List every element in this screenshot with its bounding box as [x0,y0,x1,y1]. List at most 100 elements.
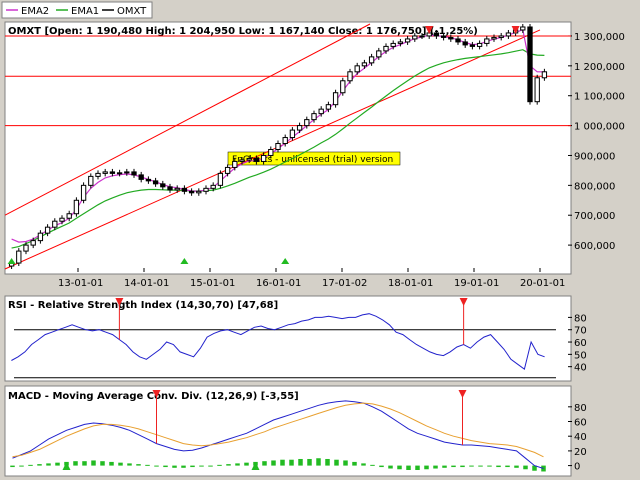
price-y-tick-label: 1 100,000 [574,92,625,103]
candle-body [527,26,533,103]
candle-body [318,108,324,115]
candle-body [455,38,461,43]
candle-body [102,171,108,174]
macd-histogram-bar [271,460,276,466]
macd-y-tick-label: 20 [574,447,587,458]
candle-body [361,62,368,67]
macd-histogram-bar [370,464,375,466]
rsi-line [11,313,545,370]
macd-histogram-bar [451,465,456,468]
macd-histogram-bar [289,459,294,466]
macd-histogram-bar [397,465,402,470]
macd-histogram-bar [496,465,501,468]
macd-y-tick-label: 40 [574,432,587,443]
candle-body [88,175,94,186]
rsi-sell-marker [115,298,124,306]
candle-body [534,77,540,103]
candle-body [44,226,51,234]
candle-body [332,92,339,106]
candle-body [268,148,274,156]
macd-panel [4,385,572,477]
macd-histogram-bar [127,463,132,466]
price-x-tick-label: 14-01-01 [124,278,169,289]
candle-body [217,172,224,186]
macd-histogram-bar [163,465,168,468]
macd-buy-marker [62,462,71,470]
price-y-tick-label: 1 000,000 [574,122,625,133]
price-x-tick-label: 17-01-02 [322,278,367,289]
price-panel [4,21,572,275]
macd-histogram-bar [325,458,330,466]
macd-histogram-bar [334,459,339,466]
candle-body [368,56,375,64]
macd-histogram-bar [523,465,528,470]
price-x-tick-label: 20-01-01 [520,278,565,289]
price-x-tick-label: 19-01-01 [454,278,499,289]
macd-sell-marker [152,390,161,398]
macd-histogram-bar [28,464,33,466]
candle-body [196,190,202,194]
macd-line [12,400,544,469]
legend: EMA2 EMA1 OMXT [1,1,153,19]
candle-body [491,36,497,40]
candle-body [347,71,353,82]
legend-ema1-label: EMA1 [71,6,99,17]
buy-arrow-marker [281,258,290,264]
watermark-text: FnCharts - unlicensed (trial) version [232,155,393,165]
candle-body [232,160,238,168]
macd-panel-title: MACD - Moving Average Conv. Div. (12,26,… [8,391,299,402]
candle-body [282,137,288,145]
candle-body [203,187,209,192]
macd-histogram-bar [118,462,123,466]
candle-body [433,32,440,37]
trend-channel-upper [4,23,371,216]
buy-arrow-marker [180,258,189,264]
price-y-tick-label: 900,000 [574,151,615,162]
candle-body [80,184,87,201]
candle-body [181,187,188,192]
macd-y-tick-label: 80 [574,403,587,414]
ema1-line [11,49,545,249]
macd-histogram-bar [541,465,546,472]
price-y-tick-label: 1 200,000 [574,62,625,73]
candle-body [95,172,101,177]
candle-body [296,125,303,131]
price-y-tick-label: 1 300,000 [574,32,625,43]
macd-histogram-bar [514,465,519,468]
candle-body [498,35,504,38]
candle-body [239,159,245,162]
rsi-y-tick-label: 60 [574,338,587,349]
macd-histogram-bar [190,465,195,468]
candle-body [224,166,231,174]
macd-y-tick-label: 0 [574,462,580,473]
macd-histogram-bar [307,458,312,466]
macd-histogram-bar [460,465,465,468]
macd-histogram-bar [154,465,159,467]
sell-arrow-marker [511,26,520,34]
macd-histogram-bar [172,465,177,468]
macd-histogram-bar [100,461,105,466]
candle-body [419,35,425,38]
candle-body [311,113,317,121]
macd-histogram-bar [46,463,51,466]
macd-histogram-bar [226,464,231,466]
sell-arrow-marker [425,26,434,34]
macd-histogram-bar [433,465,438,469]
buy-arrow-marker [7,258,16,264]
candle-body [260,154,267,162]
macd-histogram-bar [442,465,447,468]
candle-body [116,172,123,175]
macd-histogram-bar [343,460,348,466]
candle-body [520,26,526,31]
candle-body [462,41,468,46]
macd-histogram-bar [415,465,420,470]
rsi-y-tick-label: 40 [574,363,587,374]
macd-histogram-bar [145,464,150,466]
candle-body [484,38,490,44]
rsi-panel-title: RSI - Relative Strength Index (14,30,70)… [8,300,278,311]
macd-histogram-bar [109,461,114,466]
macd-histogram-bar [136,464,141,466]
macd-histogram-bar [532,465,537,471]
macd-histogram-bar [469,465,474,467]
